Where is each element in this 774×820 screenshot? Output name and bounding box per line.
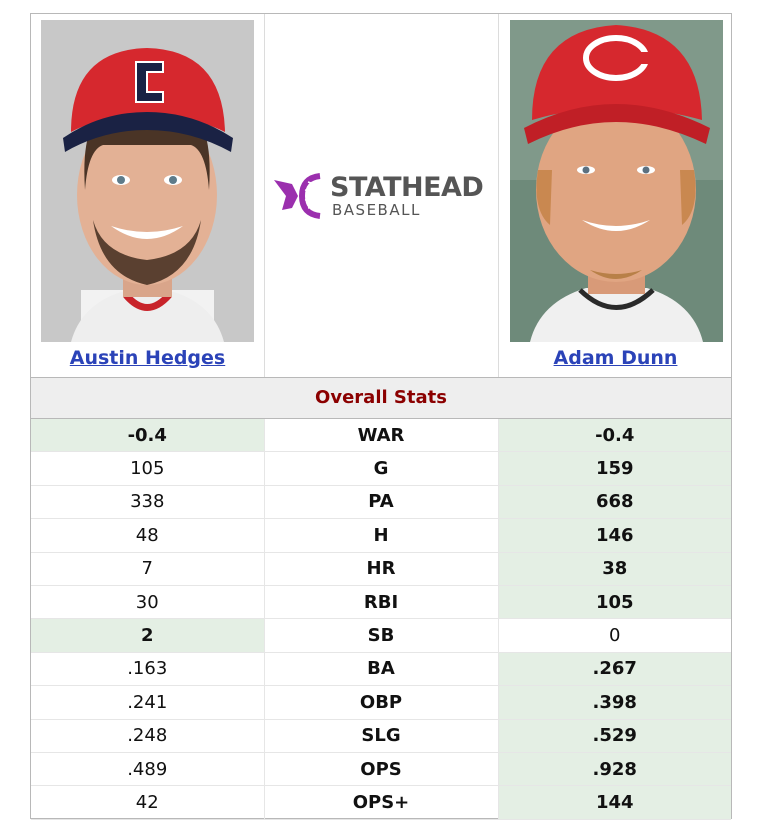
stat-row-ops: .489 OPS .928 xyxy=(31,752,731,787)
stathead-baseball-logo[interactable]: STATHEAD BASEBALL xyxy=(272,170,492,220)
stat-value-left: .241 xyxy=(31,685,265,720)
stat-value-left: 105 xyxy=(31,451,265,486)
stat-value-right: -0.4 xyxy=(498,419,731,453)
stats-table-body: -0.4 WAR -0.4 105 G 159 338 PA 668 48 H 146 7 HR 38 30 R… xyxy=(31,419,731,820)
section-title-overall-stats: Overall Stats xyxy=(31,378,731,419)
stat-value-left: .163 xyxy=(31,652,265,687)
stat-label: RBI xyxy=(264,585,499,620)
stat-value-right: .529 xyxy=(498,719,731,753)
stat-value-left: -0.4 xyxy=(31,419,265,453)
player-left-name-link[interactable]: Austin Hedges xyxy=(69,347,226,369)
stat-row-ba: .163 BA .267 xyxy=(31,652,731,687)
stat-label: SLG xyxy=(264,719,499,753)
stat-label: SB xyxy=(264,618,499,653)
stat-label: WAR xyxy=(264,419,499,453)
stat-value-right: 159 xyxy=(498,451,731,486)
player-right-name-link[interactable]: Adam Dunn xyxy=(553,347,678,369)
stat-row-h: 48 H 146 xyxy=(31,518,731,553)
stat-value-left: 2 xyxy=(31,618,265,653)
stat-value-right: .267 xyxy=(498,652,731,687)
stat-value-right: 668 xyxy=(498,485,731,520)
stat-label: OPS+ xyxy=(264,785,499,820)
stat-label: OBP xyxy=(264,685,499,720)
stat-row-slg: .248 SLG .529 xyxy=(31,719,731,753)
stat-value-left: 338 xyxy=(31,485,265,520)
stat-label: BA xyxy=(264,652,499,687)
comparison-card: Austin Hedges STATHEAD BASEBALL xyxy=(30,13,732,820)
stat-row-pa: 338 PA 668 xyxy=(31,485,731,520)
stat-row-ops-plus: 42 OPS+ 144 xyxy=(31,785,731,820)
logo-text-stathead: STATHEAD xyxy=(330,172,484,203)
player-right-photo[interactable] xyxy=(510,20,723,342)
stat-row-war: -0.4 WAR -0.4 xyxy=(31,419,731,453)
stat-value-left: 42 xyxy=(31,785,265,820)
stat-value-right: .928 xyxy=(498,752,731,787)
stat-label: H xyxy=(264,518,499,553)
stat-value-right: .398 xyxy=(498,685,731,720)
stat-value-left: .248 xyxy=(31,719,265,753)
player-right-column: Adam Dunn xyxy=(498,14,732,377)
stat-row-hr: 7 HR 38 xyxy=(31,552,731,586)
player-left-column: Austin Hedges xyxy=(31,14,265,377)
stat-row-g: 105 G 159 xyxy=(31,451,731,486)
stat-value-right: 105 xyxy=(498,585,731,620)
stat-value-left: 7 xyxy=(31,552,265,586)
stat-row-rbi: 30 RBI 105 xyxy=(31,585,731,620)
stat-label: G xyxy=(264,451,499,486)
players-header: Austin Hedges STATHEAD BASEBALL xyxy=(31,14,731,378)
stat-value-left: .489 xyxy=(31,752,265,787)
stat-value-right: 146 xyxy=(498,518,731,553)
stat-value-right: 38 xyxy=(498,552,731,586)
stat-label: OPS xyxy=(264,752,499,787)
player-left-photo[interactable] xyxy=(41,20,254,342)
logo-text-baseball: BASEBALL xyxy=(332,201,421,219)
stat-row-sb: 2 SB 0 xyxy=(31,618,731,653)
stat-row-obp: .241 OBP .398 xyxy=(31,685,731,720)
stat-label: HR xyxy=(264,552,499,586)
stat-value-right: 144 xyxy=(498,785,731,820)
stat-value-right: 0 xyxy=(498,618,731,653)
stat-value-left: 48 xyxy=(31,518,265,553)
stat-label: PA xyxy=(264,485,499,520)
logo-column: STATHEAD BASEBALL xyxy=(264,14,498,377)
stat-value-left: 30 xyxy=(31,585,265,620)
stats-table: -0.4 WAR -0.4 105 G 159 338 PA 668 48 H 146 7 HR 38 30 R… xyxy=(31,419,731,820)
